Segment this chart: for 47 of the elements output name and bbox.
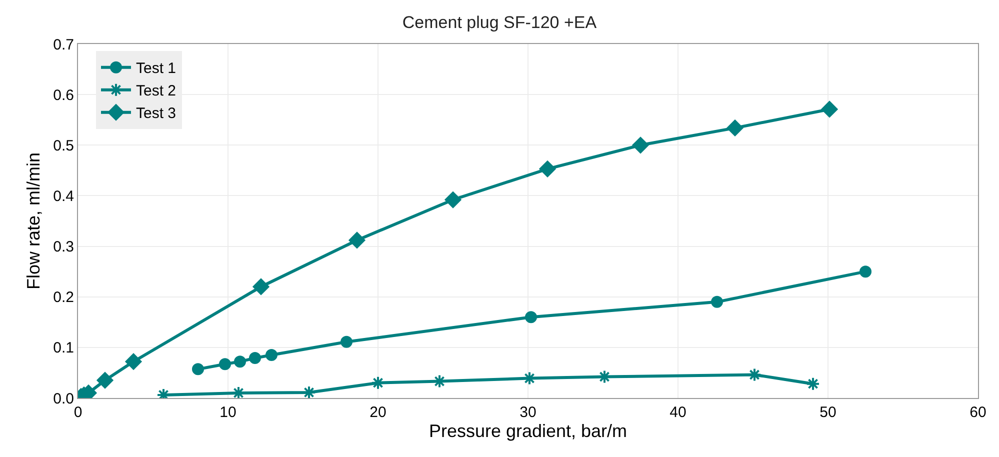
point (860, 266, 872, 278)
point (192, 363, 204, 376)
point (96, 372, 114, 388)
point (748, 368, 762, 382)
point (340, 336, 352, 348)
y-tick-label: 0.5 (53, 137, 74, 154)
point (249, 352, 261, 364)
point (525, 311, 537, 324)
point (371, 376, 385, 390)
legend-label: Test 1 (136, 60, 176, 78)
y-tick-label: 0.0 (53, 390, 74, 408)
point (711, 296, 723, 308)
y-axis-title: Flow rate, ml/min (23, 152, 44, 290)
point (821, 101, 838, 118)
y-tick-label: 0.1 (53, 340, 74, 357)
point (632, 136, 649, 154)
y-tick-label: 0.6 (53, 86, 74, 104)
y-tick-label: 0.2 (53, 289, 74, 306)
point (232, 386, 246, 398)
x-tick-label: 50 (820, 404, 836, 421)
x-tick-label: 30 (520, 404, 536, 421)
point (302, 385, 316, 398)
point (252, 278, 270, 295)
legend-label: Test 3 (136, 105, 176, 122)
y-tick-label: 0.7 (53, 36, 74, 54)
y-tick-label: 0.3 (53, 238, 74, 256)
point (522, 371, 536, 386)
x-tick-label: 20 (370, 404, 386, 421)
point (432, 374, 446, 388)
point (726, 120, 744, 136)
point (598, 370, 612, 384)
y-tick-label: 0.4 (53, 188, 74, 205)
x-tick-label: 10 (220, 404, 236, 421)
x-axis-title: Pressure gradient, bar/m (428, 421, 628, 441)
chart-title: Cement plug SF-120 +EA (402, 12, 598, 32)
legend-label: Test 2 (136, 82, 176, 100)
point (125, 353, 142, 370)
point (348, 232, 366, 248)
point (539, 160, 556, 178)
point (266, 349, 278, 362)
point (234, 356, 246, 368)
x-tick-label: 0 (74, 404, 82, 421)
point (219, 358, 231, 370)
point (444, 192, 462, 208)
x-tick-label: 40 (670, 404, 686, 421)
x-tick-label: 60 (970, 404, 986, 421)
point (806, 376, 820, 391)
